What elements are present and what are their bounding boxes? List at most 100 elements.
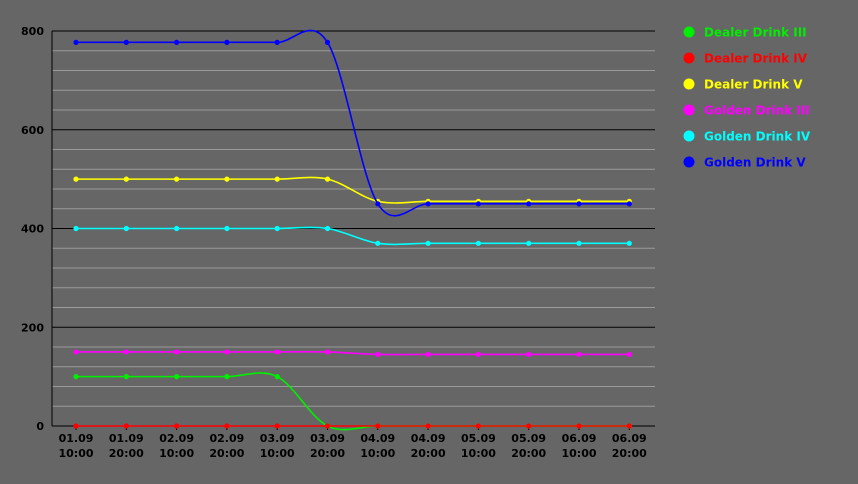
series-dealer-drink-iv <box>73 423 632 429</box>
legend: Dealer Drink III Dealer Drink IV Dealer Dr… <box>683 26 811 170</box>
x-tick-label: 10:00 <box>561 447 596 460</box>
x-tick-label: 01.09 <box>109 432 144 445</box>
legend-marker <box>683 104 695 116</box>
data-point <box>123 423 129 429</box>
data-point <box>475 423 481 429</box>
legend-label: Golden Drink III <box>704 104 810 118</box>
x-tick-label: 10:00 <box>461 447 496 460</box>
data-point <box>224 374 230 380</box>
legend-marker <box>683 156 695 168</box>
x-tick-label: 20:00 <box>209 447 244 460</box>
data-point <box>576 351 582 358</box>
y-tick-label: 600 <box>21 124 44 137</box>
data-point <box>224 423 230 429</box>
y-tick-label: 800 <box>21 25 44 38</box>
legend-marker <box>683 130 695 142</box>
data-point <box>475 240 481 246</box>
data-point <box>73 349 79 355</box>
data-point <box>274 423 280 429</box>
data-point <box>576 201 582 207</box>
data-point <box>626 240 632 246</box>
data-point <box>174 423 180 429</box>
x-tick-label: 20:00 <box>109 447 144 460</box>
data-point <box>73 39 79 45</box>
data-point <box>626 423 632 429</box>
data-point <box>174 349 180 355</box>
data-point <box>174 39 180 45</box>
series-dealer-drink-v <box>73 176 632 204</box>
data-point <box>576 240 582 246</box>
data-point <box>324 39 331 45</box>
series-dealer-drink-iii <box>73 372 632 431</box>
series-line <box>75 29 630 217</box>
data-point <box>626 351 632 358</box>
data-point <box>123 349 129 355</box>
data-point <box>475 201 481 207</box>
data-point <box>375 201 381 207</box>
data-point <box>274 39 280 45</box>
data-point <box>576 423 582 429</box>
series-golden-drink-v <box>73 29 632 217</box>
data-point <box>224 349 230 355</box>
x-tick-label: 01.09 <box>59 432 94 445</box>
data-point <box>73 176 79 182</box>
data-point <box>123 225 129 232</box>
legend-label: Golden Drink IV <box>704 130 811 144</box>
x-axis-ticks: 01.09 10:00 01.09 20:00 02.09 10:00 02.09 20:00… <box>58 426 647 460</box>
legend-marker <box>683 26 695 38</box>
x-tick-label: 10:00 <box>58 447 93 460</box>
x-tick-label: 06.09 <box>562 432 597 445</box>
data-point <box>174 225 180 232</box>
data-point <box>224 176 230 182</box>
data-point <box>174 176 180 182</box>
data-point <box>475 351 481 358</box>
y-tick-label: 200 <box>21 321 44 334</box>
data-point <box>626 201 632 207</box>
series-line <box>76 372 630 431</box>
y-tick-label: 0 <box>36 420 44 433</box>
data-point <box>526 351 532 358</box>
legend-label: Dealer Drink IV <box>704 52 808 66</box>
x-tick-label: 20:00 <box>411 447 446 460</box>
x-tick-label: 10:00 <box>360 447 395 460</box>
series-line <box>76 350 630 356</box>
data-point <box>425 240 431 246</box>
y-tick-label: 400 <box>21 223 44 236</box>
x-tick-label: 04.09 <box>360 432 395 445</box>
x-tick-label: 03.09 <box>310 432 345 445</box>
data-point <box>123 39 129 45</box>
data-point <box>324 349 331 355</box>
x-tick-label: 20:00 <box>612 447 647 460</box>
legend-marker <box>683 78 695 90</box>
data-point <box>73 374 79 380</box>
data-point <box>224 225 230 232</box>
x-tick-label: 05.09 <box>511 432 546 445</box>
data-point <box>274 176 280 182</box>
series-golden-drink-iv <box>73 225 632 246</box>
x-tick-label: 06.09 <box>612 432 647 445</box>
data-point <box>274 349 280 355</box>
data-point <box>324 176 331 182</box>
data-point <box>123 176 129 182</box>
data-point <box>425 351 431 358</box>
data-point <box>375 423 381 429</box>
data-point <box>73 225 79 232</box>
x-tick-label: 10:00 <box>159 447 194 460</box>
x-tick-label: 20:00 <box>310 447 345 460</box>
series-line <box>75 226 630 246</box>
data-point <box>324 225 331 232</box>
data-point <box>123 374 129 380</box>
y-axis-ticks: 0 200 400 600 800 <box>21 25 44 433</box>
data-point <box>324 423 331 429</box>
x-tick-label: 04.09 <box>411 432 446 445</box>
series-line <box>76 176 630 204</box>
series-golden-drink-iii <box>73 349 632 358</box>
data-point <box>274 225 280 232</box>
legend-label: Dealer Drink V <box>704 78 803 92</box>
x-tick-label: 05.09 <box>461 432 496 445</box>
x-tick-label: 02.09 <box>159 432 194 445</box>
data-point <box>375 351 381 358</box>
x-tick-label: 20:00 <box>511 447 546 460</box>
x-tick-label: 03.09 <box>260 432 295 445</box>
